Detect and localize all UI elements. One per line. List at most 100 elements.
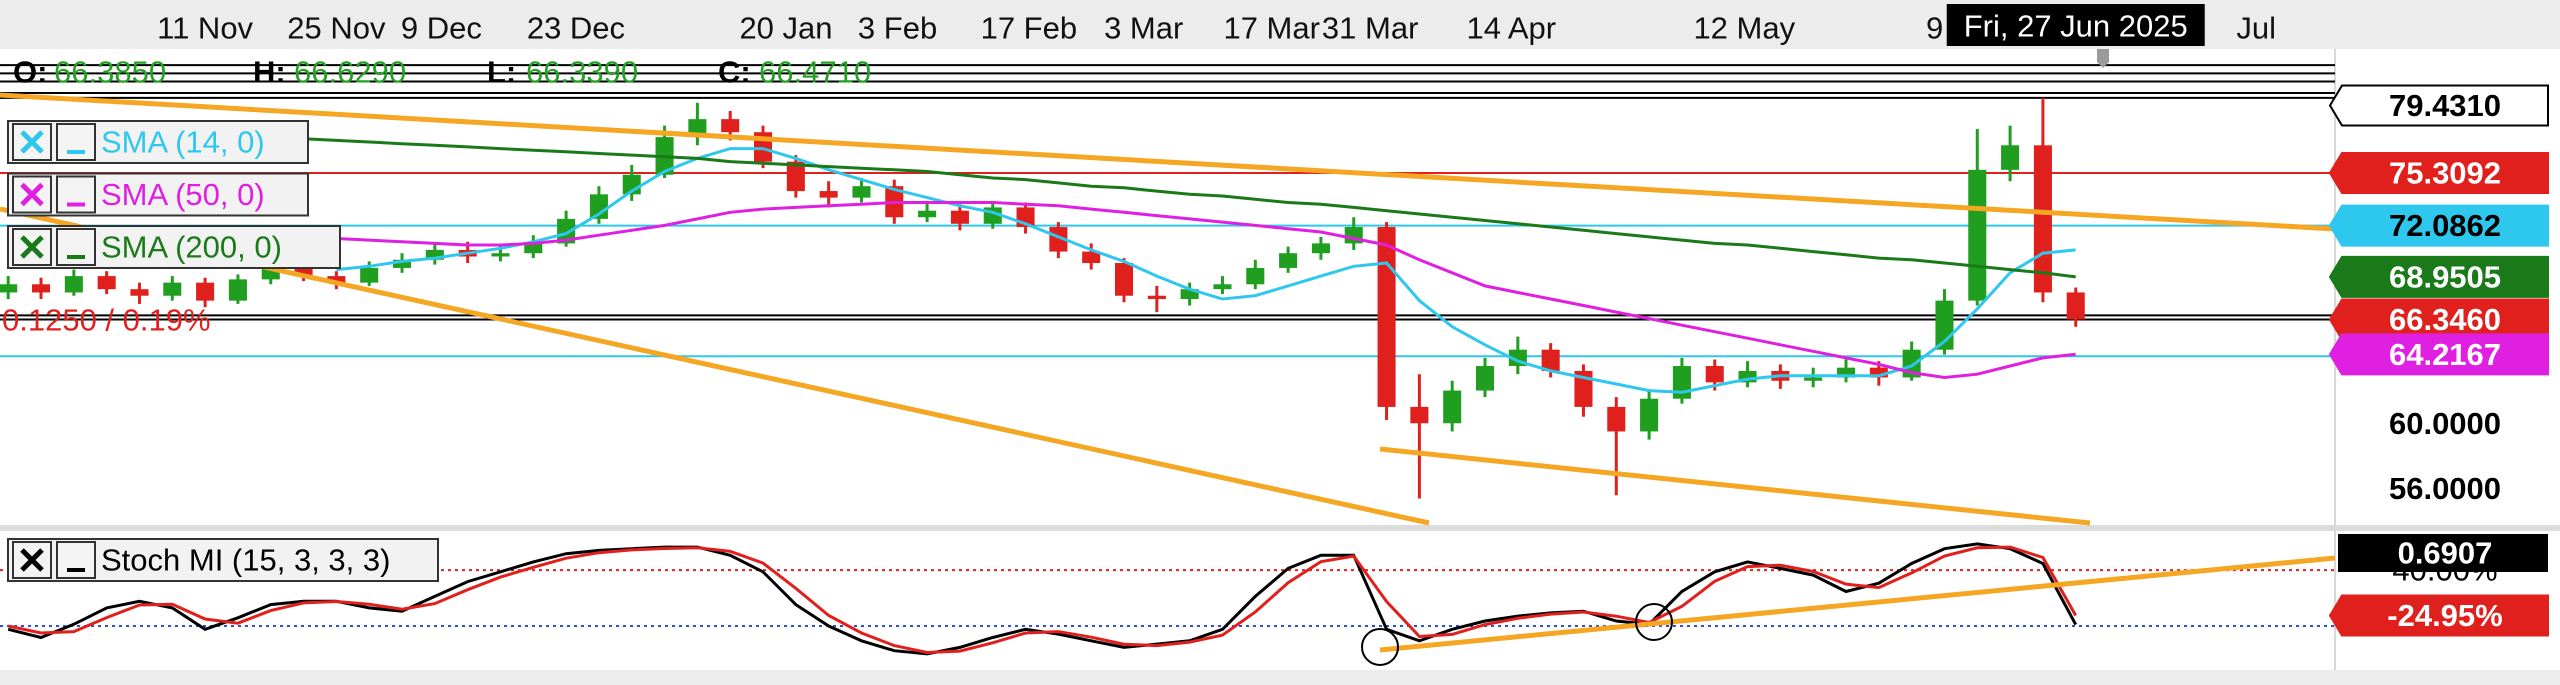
candle-body — [2066, 292, 2085, 320]
sma-line — [303, 201, 2076, 380]
candle-body — [1049, 227, 1068, 252]
marks-layer — [0, 97, 2085, 656]
candle-body — [360, 267, 379, 283]
legend-label: SMA (14, 0) — [101, 125, 265, 160]
candle-body — [1672, 366, 1691, 399]
x-tick-label: 14 Apr — [1466, 11, 1556, 46]
ohlc-value: 66.3390 — [526, 55, 638, 90]
candle-body — [425, 249, 444, 260]
candle-body — [1443, 390, 1462, 424]
candle-body — [1311, 243, 1330, 254]
y-tick-label: 56.0000 — [2389, 471, 2501, 506]
legend-label: Stoch MI (15, 3, 3, 3) — [101, 543, 390, 578]
candle-body — [852, 186, 871, 198]
y-tick-label: 60.0000 — [2389, 406, 2501, 441]
candle-body — [1377, 227, 1396, 407]
price-tag — [2328, 84, 2549, 127]
candle-body — [589, 194, 608, 219]
minimize-button[interactable] — [56, 228, 96, 266]
minimize-button[interactable] — [56, 541, 96, 579]
ohlc-key: C: — [718, 55, 751, 90]
panel-separator — [0, 525, 2560, 531]
marker-circle[interactable] — [1361, 628, 1399, 666]
candle-body — [918, 210, 937, 218]
candle-body — [97, 276, 116, 290]
candle-body — [1279, 253, 1298, 268]
candle-body — [1147, 295, 1166, 299]
candle-body — [0, 284, 18, 293]
candle-body — [392, 259, 412, 268]
candle-body — [1114, 263, 1134, 296]
trend-line[interactable] — [1379, 446, 2091, 526]
minimize-button[interactable] — [56, 175, 96, 214]
trend-line[interactable] — [1379, 555, 2336, 653]
candle-body — [1574, 370, 1593, 407]
ohlc-value: 66.6290 — [294, 55, 406, 90]
x-tick-label: 3 Feb — [858, 11, 937, 46]
candle-body — [1410, 406, 1429, 424]
price-tag-label: 68.9505 — [2389, 259, 2501, 294]
x-tick-label: 17 Feb — [981, 11, 1078, 46]
legend-label: SMA (50, 0) — [101, 177, 265, 212]
price-tag-label: -24.95% — [2387, 598, 2502, 633]
x-tick-label: 17 Mar — [1223, 11, 1319, 46]
ohlc-value: 66.3850 — [54, 55, 166, 90]
header-tag: 0.6907 — [2398, 536, 2493, 571]
x-tick-label: 9 Dec — [401, 11, 482, 46]
minimize-button[interactable] — [56, 123, 96, 161]
candle-body — [950, 210, 969, 224]
candle-body — [1180, 289, 1199, 299]
candle-body — [1804, 377, 1823, 381]
sma-line — [336, 147, 2076, 394]
candle-body — [1213, 284, 1232, 290]
crosshair-date: Fri, 27 Jun 2025 — [1964, 9, 2188, 44]
sma-line — [205, 132, 2076, 279]
remove-icon — [20, 235, 44, 259]
candle-body — [196, 282, 215, 301]
price-tag-label: 79.4310 — [2389, 88, 2501, 123]
bottom-bar — [0, 670, 2560, 685]
candle-body — [2001, 145, 2020, 170]
oscillator-line — [7, 545, 2078, 655]
x-tick-label: 20 Jan — [739, 11, 832, 46]
remove-icon — [20, 182, 44, 207]
remove-icon — [20, 548, 44, 572]
candle-body — [130, 289, 149, 296]
legend-label: SMA (200, 0) — [101, 230, 282, 265]
price-tag — [2328, 151, 2549, 194]
candle-body — [2033, 145, 2052, 293]
price-tag — [2328, 333, 2549, 376]
trend-line[interactable] — [0, 92, 2336, 232]
candle-body — [327, 276, 346, 283]
ohlc-value: 66.4710 — [759, 55, 871, 90]
candle-body — [31, 284, 51, 293]
price-tag-label: 75.3092 — [2389, 155, 2501, 190]
price-tag — [2328, 255, 2549, 298]
candle-body — [786, 161, 805, 192]
candle-body — [64, 276, 83, 293]
price-tag-label: 64.2167 — [2389, 337, 2501, 372]
x-tick-label: 3 Mar — [1104, 11, 1183, 46]
candle-body — [524, 243, 543, 254]
candle-body — [163, 282, 182, 296]
labels-layer: O: 66.3850 H: 66.6290 L: 66.3390 C: 66.4… — [2, 4, 2549, 637]
price-tag — [2328, 204, 2549, 247]
price-tag — [2328, 594, 2549, 637]
time-marker — [2097, 49, 2109, 68]
candle-body — [1607, 406, 1626, 432]
candle-body — [491, 253, 510, 257]
price-tag-label: 66.3460 — [2389, 302, 2501, 337]
candle-body — [1640, 398, 1659, 432]
candle-body — [1968, 169, 1987, 301]
ohlc-key: O: — [13, 55, 47, 90]
ohlc-key: H: — [253, 55, 286, 90]
crosshair-date-box — [1946, 4, 2205, 46]
candle-body — [721, 119, 740, 133]
marker-circle[interactable] — [1635, 603, 1673, 641]
ohlc-key: L: — [487, 55, 516, 90]
x-tick-label: 12 May — [1693, 11, 1795, 46]
candle-body — [228, 279, 247, 301]
candle-body — [1082, 251, 1101, 264]
candle-body — [819, 191, 838, 198]
candle-body — [1738, 370, 1757, 383]
